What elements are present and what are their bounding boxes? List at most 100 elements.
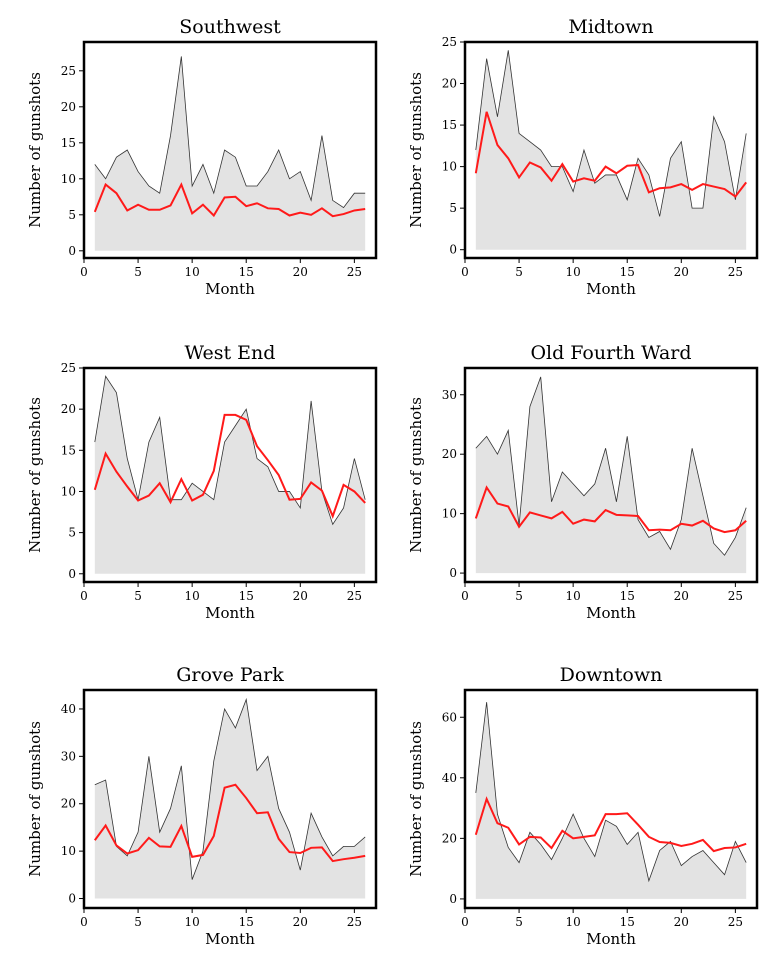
x-tick-label: 0 — [80, 915, 88, 929]
x-tick-label: 10 — [566, 265, 581, 279]
y-tick-label: 20 — [442, 447, 457, 461]
y-tick-label: 5 — [68, 208, 76, 222]
y-tick-label: 10 — [61, 484, 76, 498]
subplot-west-end: 0 5 10 15 20 25 0 5 10 15 20 25 West End Month Number … — [26, 342, 378, 622]
observed-line — [475, 50, 747, 217]
observed-area — [475, 702, 747, 899]
predicted-line — [474, 796, 747, 853]
observed-line — [94, 56, 366, 209]
axes-frame — [463, 688, 759, 910]
axes-frame — [82, 688, 378, 910]
observed-line — [94, 697, 366, 880]
x-tick-label: 15 — [239, 265, 254, 279]
x-tick-label: 0 — [80, 589, 88, 603]
y-tick-label: 0 — [449, 243, 457, 257]
y-tick-label: 0 — [68, 244, 76, 258]
y-tick-label: 30 — [442, 388, 457, 402]
observed-area — [94, 376, 366, 574]
x-tick-label: 15 — [239, 915, 254, 929]
axes-frame — [463, 40, 759, 260]
y-tick-label: 0 — [449, 566, 457, 580]
x-tick-label: 5 — [515, 589, 523, 603]
x-axis-label: Month — [586, 604, 636, 622]
x-tick-label: 0 — [461, 589, 469, 603]
y-tick-label: 25 — [61, 361, 76, 375]
y-axis-label: Number of gunshots — [26, 72, 44, 228]
y-tick-label: 40 — [61, 702, 76, 716]
observed-line — [94, 375, 366, 526]
predicted-line — [474, 485, 747, 534]
subplot-title: Downtown — [560, 664, 663, 686]
x-axis-label: Month — [586, 280, 636, 298]
y-axis-label: Number of gunshots — [407, 721, 425, 877]
axes-frame — [82, 40, 378, 260]
x-tick-label: 0 — [461, 265, 469, 279]
y-tick-label: 10 — [442, 507, 457, 521]
x-tick-label: 15 — [620, 265, 635, 279]
x-tick-label: 20 — [293, 589, 308, 603]
y-tick-label: 20 — [61, 402, 76, 416]
x-tick-label: 25 — [347, 915, 362, 929]
x-tick-label: 10 — [185, 265, 200, 279]
x-tick-label: 10 — [185, 589, 200, 603]
x-axis-label: Month — [205, 604, 255, 622]
y-tick-label: 30 — [61, 749, 76, 763]
observed-line — [475, 702, 747, 883]
x-axis-label: Month — [205, 930, 255, 948]
x-tick-label: 15 — [239, 589, 254, 603]
y-axis-label: Number of gunshots — [26, 397, 44, 553]
x-tick-label: 0 — [461, 915, 469, 929]
y-tick-label: 15 — [61, 443, 76, 457]
subplot-title: Old Fourth Ward — [530, 342, 691, 364]
predicted-line — [93, 182, 366, 218]
x-tick-label: 20 — [674, 915, 689, 929]
observed-line — [475, 376, 747, 556]
x-tick-label: 25 — [728, 589, 743, 603]
y-tick-label: 0 — [449, 892, 457, 906]
x-tick-label: 20 — [293, 915, 308, 929]
y-tick-label: 40 — [442, 771, 457, 785]
x-tick-label: 25 — [347, 589, 362, 603]
subplot-downtown: 0 5 10 15 20 25 0 20 40 60 Downtown Month Number of … — [407, 664, 759, 948]
x-tick-label: 20 — [674, 265, 689, 279]
y-tick-label: 25 — [442, 35, 457, 49]
y-tick-label: 10 — [61, 844, 76, 858]
y-tick-label: 60 — [442, 710, 457, 724]
y-tick-label: 0 — [68, 892, 76, 906]
x-tick-label: 5 — [134, 265, 142, 279]
y-axis-label: Number of gunshots — [407, 72, 425, 228]
y-tick-label: 5 — [449, 201, 457, 215]
x-tick-label: 10 — [185, 915, 200, 929]
subplot-midtown: 0 5 10 15 20 25 0 5 10 15 20 25 Midtown Month Number o… — [407, 16, 759, 298]
x-tick-label: 5 — [134, 915, 142, 929]
subplot-grove-park: 0 5 10 15 20 25 0 10 20 30 40 Grove Park Month Number… — [26, 664, 378, 948]
subplot-title: Midtown — [568, 16, 653, 38]
subplot-title: Southwest — [179, 16, 281, 38]
x-tick-label: 20 — [674, 589, 689, 603]
y-tick-label: 5 — [68, 526, 76, 540]
x-axis-label: Month — [586, 930, 636, 948]
predicted-line — [94, 783, 366, 863]
axes-frame — [463, 366, 759, 584]
y-tick-label: 15 — [61, 136, 76, 150]
x-tick-label: 25 — [728, 265, 743, 279]
y-tick-label: 15 — [442, 118, 457, 132]
predicted-line — [93, 413, 366, 519]
x-tick-label: 5 — [515, 265, 523, 279]
axes-frame — [82, 366, 378, 584]
x-axis-label: Month — [205, 280, 255, 298]
x-tick-label: 25 — [347, 265, 362, 279]
subplot-title: West End — [185, 342, 276, 364]
y-tick-label: 20 — [61, 100, 76, 114]
x-tick-label: 5 — [134, 589, 142, 603]
predicted-line — [474, 111, 747, 198]
observed-area — [94, 699, 366, 899]
y-tick-label: 20 — [61, 797, 76, 811]
y-axis-label: Number of gunshots — [26, 721, 44, 877]
x-tick-label: 5 — [515, 915, 523, 929]
y-tick-label: 10 — [61, 172, 76, 186]
y-tick-label: 20 — [442, 831, 457, 845]
x-tick-label: 25 — [728, 915, 743, 929]
subplot-southwest: 0 5 10 15 20 25 0 5 10 15 20 25 Southwest Month Number… — [26, 16, 378, 298]
x-tick-label: 20 — [293, 265, 308, 279]
